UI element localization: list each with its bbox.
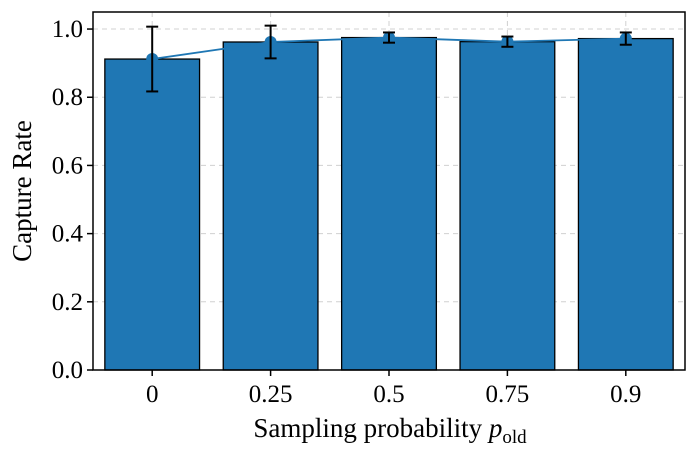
- x-axis-title-main: Sampling probability: [253, 413, 489, 443]
- bar: [104, 58, 201, 371]
- x-axis-title-sub: old: [502, 427, 527, 448]
- x-tick-label: 0.25: [249, 381, 293, 408]
- bar: [340, 36, 438, 371]
- ticks-layer: 0.0 0.2 0.4 0.6 0.8 1.0 0 0.25 0.5 0.75 0.9: [52, 16, 642, 408]
- y-tick-label: 0.4: [52, 221, 84, 248]
- bars-layer: [104, 36, 674, 371]
- x-axis-title: Sampling probability pold: [253, 413, 527, 448]
- y-tick-label: 0.0: [52, 357, 83, 384]
- y-axis-title: Capture Rate: [7, 120, 37, 262]
- y-tick-label: 0.6: [52, 152, 83, 179]
- error-bars-layer: [146, 24, 632, 93]
- y-tick-label: 1.0: [52, 16, 83, 43]
- y-tick-label: 0.8: [52, 84, 83, 111]
- x-tick-label: 0.9: [610, 381, 641, 408]
- bar: [222, 41, 319, 371]
- bar: [459, 41, 556, 371]
- x-axis-title-var: p: [487, 413, 503, 443]
- bar: [577, 37, 674, 371]
- x-tick-label: 0.5: [373, 381, 404, 408]
- y-tick-label: 0.2: [52, 289, 83, 316]
- x-tick-label: 0: [146, 381, 159, 408]
- x-tick-label: 0.75: [486, 381, 530, 408]
